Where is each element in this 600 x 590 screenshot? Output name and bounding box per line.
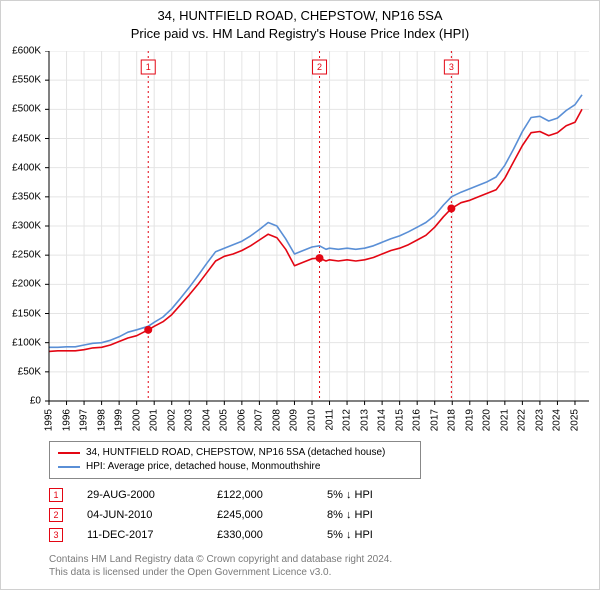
y-axis-tick-label: £450K [12,133,41,144]
x-axis-tick-label: 2008 [271,409,282,431]
legend-label-property: 34, HUNTFIELD ROAD, CHEPSTOW, NP16 5SA (… [86,446,385,460]
x-axis-tick-label: 2002 [166,409,177,431]
y-axis-tick-label: £100K [12,337,41,348]
y-axis-tick-label: £50K [18,366,41,377]
footer-line-2: This data is licensed under the Open Gov… [49,566,392,579]
x-axis-tick-label: 2015 [394,409,405,431]
y-axis-labels: £0£50K£100K£150K£200K£250K£300K£350K£400… [1,51,45,401]
x-axis-tick-label: 2016 [412,409,423,431]
x-axis-tick-label: 2003 [184,409,195,431]
y-axis-tick-label: £0 [30,396,41,407]
svg-text:3: 3 [449,62,454,72]
y-axis-tick-label: £250K [12,250,41,261]
event-date: 04-JUN-2010 [87,509,217,521]
x-axis-tick-label: 2007 [254,409,265,431]
chart-plot-area: 1 2 3 [45,51,585,401]
x-axis-tick-label: 2013 [359,409,370,431]
x-axis-tick-label: 2017 [429,409,440,431]
x-axis-tick-label: 2025 [569,409,580,431]
y-axis-tick-label: £350K [12,191,41,202]
y-axis-tick-label: £150K [12,308,41,319]
legend-row-property: 34, HUNTFIELD ROAD, CHEPSTOW, NP16 5SA (… [58,446,412,460]
events-block: 129-AUG-2000£122,0005% ↓ HPI204-JUN-2010… [49,485,549,545]
event-date: 29-AUG-2000 [87,489,217,501]
y-axis-tick-label: £400K [12,162,41,173]
y-axis-tick-label: £600K [12,46,41,57]
legend-swatch-property [58,452,80,454]
y-axis-tick-label: £550K [12,75,41,86]
event-row: 1 29-AUG-2000£122,0005% ↓ HPI [49,485,549,505]
x-axis-tick-label: 2004 [201,409,212,431]
title-block: 34, HUNTFIELD ROAD, CHEPSTOW, NP16 5SA P… [1,1,599,42]
event-price: £245,000 [217,509,327,521]
svg-text:2: 2 [317,62,322,72]
x-axis-tick-label: 2021 [499,409,510,431]
event-marker-box: 2 [49,508,63,522]
x-axis-tick-label: 2022 [517,409,528,431]
title-line-1: 34, HUNTFIELD ROAD, CHEPSTOW, NP16 5SA [1,7,599,25]
footer-note: Contains HM Land Registry data © Crown c… [49,553,392,579]
x-axis-tick-label: 2014 [377,409,388,431]
event-row: 3 11-DEC-2017£330,0005% ↓ HPI [49,525,549,545]
event-marker-box: 1 [49,488,63,502]
legend-swatch-hpi [58,466,80,468]
y-axis-tick-label: £300K [12,221,41,232]
footer-line-1: Contains HM Land Registry data © Crown c… [49,553,392,566]
y-axis-tick-label: £500K [12,104,41,115]
x-axis-tick-label: 2012 [342,409,353,431]
chart-container: 34, HUNTFIELD ROAD, CHEPSTOW, NP16 5SA P… [0,0,600,590]
legend-row-hpi: HPI: Average price, detached house, Monm… [58,460,412,474]
event-price: £330,000 [217,529,327,541]
x-axis-tick-label: 1997 [79,409,90,431]
x-axis-tick-label: 2006 [236,409,247,431]
x-axis-tick-label: 2024 [552,409,563,431]
x-axis-tick-label: 1995 [44,409,55,431]
x-axis-tick-label: 2000 [131,409,142,431]
event-marker-box: 3 [49,528,63,542]
x-axis-tick-label: 2009 [289,409,300,431]
event-price: £122,000 [217,489,327,501]
x-axis-tick-label: 2019 [464,409,475,431]
x-axis-tick-label: 1998 [96,409,107,431]
event-delta: 8% ↓ HPI [327,509,427,521]
x-axis-tick-label: 2005 [219,409,230,431]
x-axis-labels: 1995199619971998199920002001200220032004… [49,403,589,435]
event-date: 11-DEC-2017 [87,529,217,541]
x-axis-tick-label: 2023 [534,409,545,431]
legend-box: 34, HUNTFIELD ROAD, CHEPSTOW, NP16 5SA (… [49,441,421,479]
title-line-2: Price paid vs. HM Land Registry's House … [1,25,599,43]
y-axis-tick-label: £200K [12,279,41,290]
svg-text:1: 1 [146,62,151,72]
event-row: 2 04-JUN-2010£245,0008% ↓ HPI [49,505,549,525]
x-axis-tick-label: 2020 [482,409,493,431]
x-axis-tick-label: 2010 [306,409,317,431]
event-delta: 5% ↓ HPI [327,489,427,501]
x-axis-tick-label: 1996 [61,409,72,431]
chart-svg: 1 2 3 [45,51,589,405]
x-axis-tick-label: 2018 [447,409,458,431]
x-axis-tick-label: 2011 [324,409,335,431]
x-axis-tick-label: 1999 [114,409,125,431]
x-axis-tick-label: 2001 [149,409,160,431]
event-delta: 5% ↓ HPI [327,529,427,541]
legend-label-hpi: HPI: Average price, detached house, Monm… [86,460,320,474]
